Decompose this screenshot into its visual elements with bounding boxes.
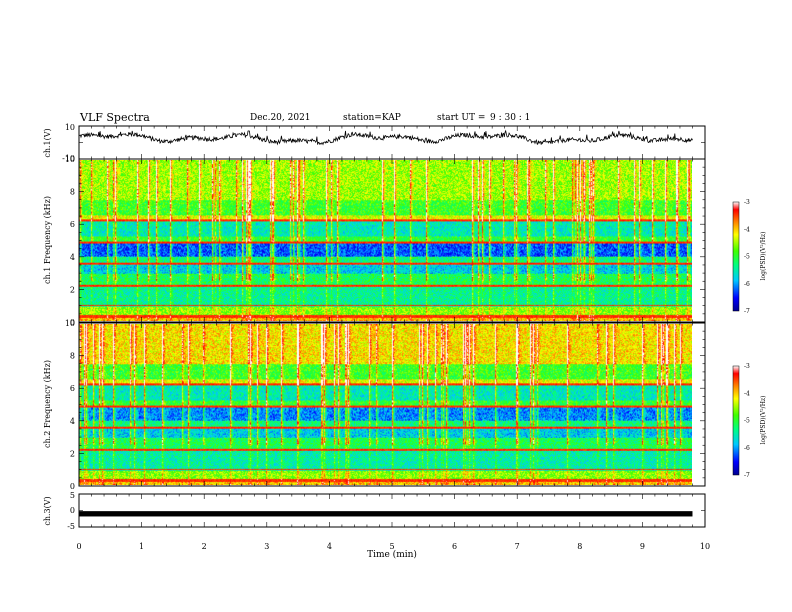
ch1-waveform-ticks [78, 126, 706, 159]
ch2-ytick-label: 2 [70, 449, 75, 458]
ch1-colorbar: -3 -4 -5 -6 -7 log(PSD)(V²/Hz) [732, 199, 767, 315]
ch1-colorbar-tick: -3 [744, 199, 750, 206]
ch1-waveform-line [78, 129, 693, 146]
ch1-waveform-panel: 10 -10 ch.1(V) [43, 123, 706, 163]
ch1-spectrogram-ticks [78, 158, 706, 323]
ch3-ytick-middle: 0 [70, 506, 75, 515]
ch1-colorbar-label: log(PSD)(V²/Hz) [760, 232, 767, 281]
ch1-colorbar-scale [732, 201, 740, 312]
ch2-colorbar-scale [732, 365, 740, 476]
time-tick-label: 3 [264, 542, 269, 551]
ch2-colorbar-label: log(PSD)(V²/Hz) [760, 396, 767, 445]
time-tick-label: 1 [139, 542, 144, 551]
time-tick-label: 5 [389, 542, 394, 551]
ch1-colorbar-tick: -4 [744, 226, 750, 233]
ch3-waveform-panel: 5 0 -5 ch.3(V) [43, 491, 706, 531]
ch1-ytick-label: 2 [70, 285, 75, 294]
ch3-ytick-top: 5 [70, 491, 75, 500]
spectrogram-pixels [79, 160, 692, 321]
ch2-colorbar-tick: -3 [744, 363, 750, 370]
ch1-colorbar-tick: -7 [744, 308, 750, 315]
start-time-value: 9 : 30 : 1 [490, 113, 531, 123]
ch3-waveform-line [79, 511, 693, 517]
ch1-spectrogram-ytick-labels: 0 2 4 6 8 10 [65, 155, 75, 327]
ch2-spectrogram-ylabel: ch.2 Frequency (kHz) [43, 360, 52, 448]
ch2-spectrogram-image [79, 324, 692, 485]
time-tick-label: 9 [640, 542, 645, 551]
ch1-colorbar-tick: -6 [744, 281, 750, 288]
ch1-ytick-label: 6 [70, 220, 75, 229]
ch3-waveform-ylabel: ch.3(V) [43, 496, 52, 525]
ch2-colorbar-tick: -6 [744, 445, 750, 452]
time-tick-label: 6 [452, 542, 457, 551]
start-time-label: start UT = [437, 113, 486, 123]
ch1-ytick-label: 10 [65, 155, 75, 164]
ch2-colorbar-tick: -7 [744, 472, 750, 479]
recording-date: Dec.20, 2021 [250, 113, 311, 123]
ch2-ytick-label: 4 [70, 417, 75, 426]
time-tick-label: 0 [76, 542, 81, 551]
ch2-colorbar: -3 -4 -5 -6 -7 log(PSD)(V²/Hz) [732, 363, 767, 479]
ch2-colorbar-tick: -5 [744, 418, 750, 425]
ch1-ytick-top: 10 [65, 123, 75, 132]
ch3-ytick-bottom: -5 [67, 522, 75, 531]
ch1-ytick-label: 4 [70, 253, 75, 262]
ch1-ytick-label: 0 [70, 318, 75, 327]
ch2-colorbar-tick: -4 [744, 390, 750, 397]
ch1-spectrogram-image [79, 160, 692, 321]
station-name: station=KAP [343, 113, 401, 123]
ch2-ytick-label: 0 [70, 482, 75, 491]
time-tick-label: 7 [515, 542, 520, 551]
ch2-ytick-label: 6 [70, 384, 75, 393]
ch1-colorbar-tick: -5 [744, 254, 750, 261]
ch1-spectrogram-ylabel: ch.1 Frequency (kHz) [43, 196, 52, 284]
ch2-spectrogram-ticks [78, 322, 706, 487]
time-tick-label: 8 [577, 542, 582, 551]
ch2-ytick-label: 8 [70, 352, 75, 361]
ch1-ytick-bottom: -10 [62, 154, 75, 163]
spectrogram-pixels [79, 324, 692, 485]
ch1-waveform-ylabel: ch.1(V) [43, 128, 52, 157]
time-axis-label: Time (min) [367, 549, 417, 560]
ch2-ytick-label: 10 [65, 319, 75, 328]
ch1-ytick-label: 8 [70, 188, 75, 197]
ch2-spectrogram-panel: 0 2 4 6 8 10 ch.2 Frequency (kHz) [43, 319, 706, 491]
time-tick-label: 10 [700, 542, 710, 551]
time-tick-label: 4 [327, 542, 332, 551]
ch3-waveform-ticks [78, 494, 706, 527]
time-axis-tick-labels: 0 1 2 3 4 5 6 7 8 9 10 [76, 542, 710, 551]
time-tick-label: 2 [202, 542, 207, 551]
ch2-spectrogram-ytick-labels: 0 2 4 6 8 10 [65, 319, 75, 491]
figure-title: VLF Spectra [80, 111, 150, 124]
ch1-spectrogram-panel: 0 2 4 6 8 10 ch.1 Frequency (kHz) [43, 155, 706, 327]
